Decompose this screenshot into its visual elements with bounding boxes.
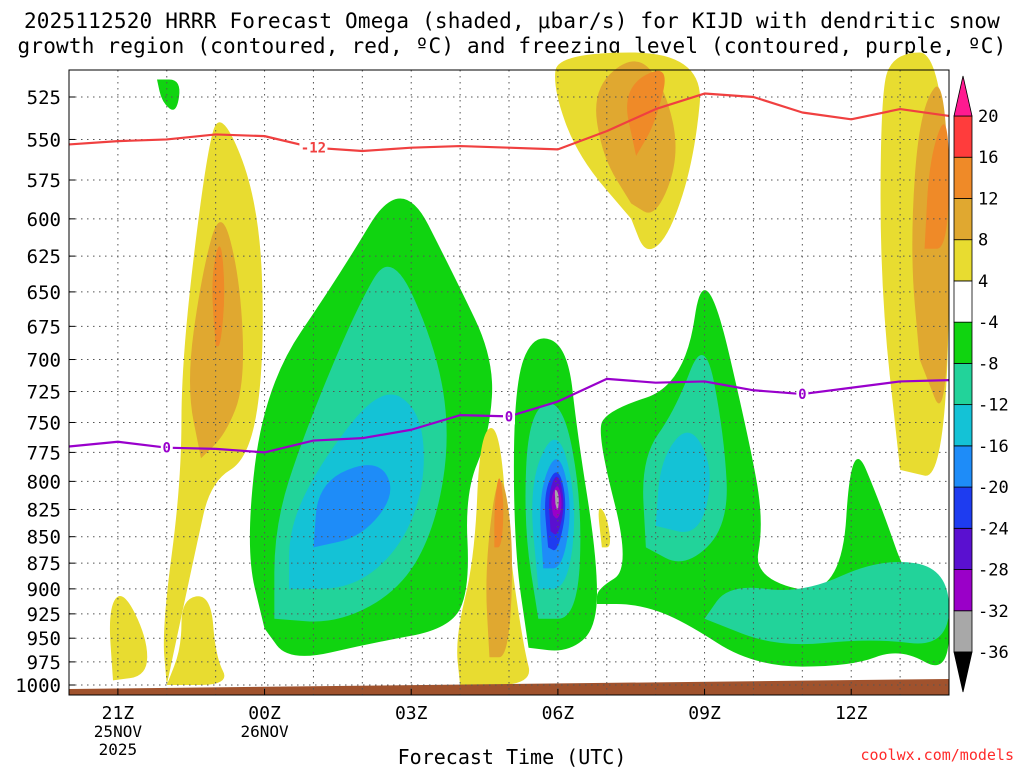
- colorbar-label: -16: [978, 437, 1009, 457]
- x-tick-label: 12Z: [835, 703, 868, 724]
- omega-region-finger-yellow: [598, 508, 611, 548]
- y-tick-label-800: 800: [27, 471, 61, 493]
- colorbar-arrow-high: [953, 75, 973, 117]
- chart-title-line2: growth region (contoured, red, ºC) and f…: [17, 34, 1007, 58]
- y-tick-label-875: 875: [27, 553, 61, 575]
- y-tick-label-575: 575: [27, 170, 61, 192]
- omega-region-core-black: [554, 489, 559, 510]
- y-tick-label-600: 600: [27, 209, 61, 231]
- y-tick-label-975: 975: [27, 652, 61, 674]
- colorbar-label: 8: [978, 231, 988, 251]
- colorbar-label: 20: [978, 107, 998, 127]
- contour-line-dendritic: [68, 92, 950, 153]
- y-tick-label-950: 950: [27, 628, 61, 650]
- y-tick-label-1000: 1000: [15, 675, 61, 697]
- colorbar-label: 12: [978, 189, 998, 209]
- colorbar-label: -20: [978, 478, 1009, 498]
- chart-title-line1: 2025112520 HRRR Forecast Omega (shaded, …: [23, 9, 1001, 33]
- omega-region-right-lower-teal: [704, 561, 949, 645]
- omega-region-ll-yellow2: [166, 596, 225, 685]
- colorbar-label: -8: [978, 354, 998, 374]
- omega-region-ul-dark: [212, 246, 225, 347]
- omega-region-ll-yellow1: [109, 595, 148, 681]
- y-tick-label-675: 675: [27, 316, 61, 338]
- y-tick-label-900: 900: [27, 579, 61, 601]
- colorbar-segment: [953, 445, 973, 488]
- colorbar-label: 16: [978, 148, 998, 168]
- colorbar-segment: [953, 362, 973, 406]
- x-axis-label: Forecast Time (UTC): [397, 745, 627, 769]
- colorbar: -36 -32 -28 -24 -20 -16 -12 -8 -4 4 8 12 16 20: [953, 75, 1009, 693]
- colorbar-label: -12: [978, 396, 1009, 416]
- colorbar-label: -36: [978, 643, 1009, 663]
- colorbar-arrow-low: [953, 651, 973, 693]
- y-tick-label-625: 625: [27, 246, 61, 268]
- colorbar-segment: [953, 156, 973, 199]
- x-tick-label: 09Z: [688, 703, 721, 724]
- colorbar-segment: [953, 610, 973, 653]
- x-tick-label: 26NOV: [240, 722, 289, 741]
- y-tick-label-725: 725: [27, 382, 61, 404]
- x-tick-label: 03Z: [395, 703, 428, 724]
- x-tick-label: 21Z: [102, 703, 135, 724]
- contour-label-bg: [299, 139, 328, 156]
- omega-region-mid-red: [494, 478, 504, 548]
- y-tick-label-650: 650: [27, 282, 61, 304]
- contour-label-freezing: 0: [505, 409, 513, 425]
- colorbar-label: -24: [978, 519, 1009, 539]
- contour-lines: -12 0 0 0: [68, 92, 950, 457]
- contour-label-freezing: 0: [798, 387, 806, 403]
- x-tick-label: 25NOV: [94, 722, 143, 741]
- y-tick-label-925: 925: [27, 604, 61, 626]
- omega-region-ul-green: [157, 79, 180, 110]
- contour-label-bg: [796, 386, 809, 403]
- terrain-strip: [69, 679, 949, 695]
- x-tick-label: 06Z: [542, 703, 575, 724]
- y-tick-label-750: 750: [27, 412, 61, 434]
- colorbar-label: 4: [978, 272, 988, 292]
- colorbar-label: -4: [978, 313, 998, 333]
- omega-region-mid-orange: [486, 481, 513, 658]
- omega-region-fr-dark: [924, 124, 949, 249]
- colorbar-segment: [953, 280, 973, 323]
- omega-region-right-cyan: [655, 432, 710, 533]
- contour-label-bg: [503, 408, 515, 425]
- colorbar-segment: [953, 569, 973, 612]
- colorbar-label: -28: [978, 561, 1009, 581]
- y-tick-label-700: 700: [27, 350, 61, 372]
- y-tick-label-825: 825: [27, 499, 61, 521]
- x-tick-label: 00Z: [248, 703, 281, 724]
- plot-frame: [68, 69, 950, 696]
- x-tick-label: 2025: [99, 740, 138, 759]
- colorbar-segment: [953, 486, 973, 529]
- credit-text: coolwx.com/models: [860, 746, 1014, 764]
- y-tick-label-525: 525: [27, 87, 61, 109]
- colorbar-segment: [953, 239, 973, 282]
- colorbar-segment: [953, 404, 973, 447]
- contour-label-bg: [160, 439, 173, 456]
- y-tick-label-775: 775: [27, 442, 61, 464]
- y-tick-label-850: 850: [27, 527, 61, 549]
- colorbar-label: -32: [978, 602, 1009, 622]
- colorbar-segment: [953, 321, 973, 364]
- contour-label-freezing: 0: [163, 441, 171, 457]
- y-tick-label-550: 550: [27, 129, 61, 151]
- colorbar-segment: [953, 527, 973, 570]
- colorbar-segment: [953, 198, 973, 241]
- axes: 525 550 575 600 625 650 675 700 725 750 775 800 825 8…: [15, 69, 950, 759]
- omega-region-main-blue: [313, 465, 391, 548]
- colorbar-segment: [953, 115, 973, 158]
- contour-label-dendritic: -12: [301, 141, 326, 157]
